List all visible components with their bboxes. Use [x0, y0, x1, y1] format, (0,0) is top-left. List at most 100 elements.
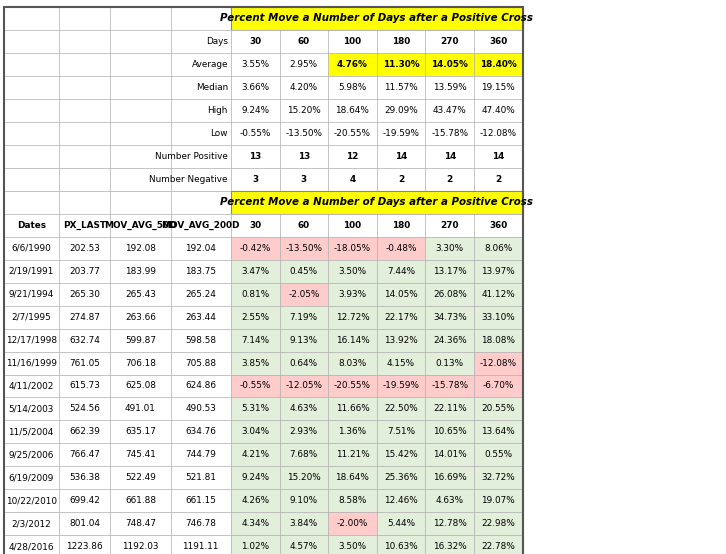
Bar — [474, 535, 523, 554]
Bar — [110, 191, 171, 213]
Text: 1192.03: 1192.03 — [122, 542, 159, 551]
Bar — [328, 329, 377, 351]
Text: 6/6/1990: 6/6/1990 — [12, 244, 51, 253]
Bar — [474, 329, 523, 351]
Text: 203.77: 203.77 — [69, 266, 100, 275]
Bar — [425, 443, 474, 466]
Bar — [231, 397, 280, 420]
Bar — [171, 512, 231, 535]
Bar — [474, 167, 523, 191]
Bar — [474, 237, 523, 259]
Text: 761.05: 761.05 — [69, 358, 100, 367]
Text: 180: 180 — [392, 37, 410, 45]
Text: 22.78%: 22.78% — [481, 542, 515, 551]
Bar — [231, 7, 523, 29]
Bar — [59, 489, 110, 512]
Bar — [4, 121, 59, 145]
Bar — [280, 512, 328, 535]
Text: 4.63%: 4.63% — [290, 404, 318, 413]
Bar — [328, 375, 377, 397]
Bar — [328, 420, 377, 443]
Bar — [4, 237, 59, 259]
Bar — [171, 121, 231, 145]
Bar — [425, 512, 474, 535]
Bar — [231, 145, 280, 167]
Text: 5.98%: 5.98% — [338, 83, 367, 91]
Bar — [328, 397, 377, 420]
Bar — [328, 283, 377, 305]
Bar — [59, 167, 110, 191]
Text: -6.70%: -6.70% — [483, 382, 514, 391]
Text: 18.08%: 18.08% — [481, 336, 515, 345]
Text: 11.57%: 11.57% — [384, 83, 418, 91]
Bar — [474, 420, 523, 443]
Bar — [171, 29, 231, 53]
Text: 360: 360 — [489, 37, 507, 45]
Text: Percent Move a Number of Days after a Positive Cross: Percent Move a Number of Days after a Po… — [220, 13, 534, 23]
Text: 13.59%: 13.59% — [433, 83, 467, 91]
Bar — [59, 397, 110, 420]
Bar — [231, 213, 280, 237]
Text: 24.36%: 24.36% — [433, 336, 467, 345]
Bar — [280, 99, 328, 121]
Bar — [59, 7, 110, 29]
Bar — [425, 121, 474, 145]
Bar — [4, 466, 59, 489]
Bar — [328, 237, 377, 259]
Text: 265.24: 265.24 — [185, 290, 216, 299]
Text: 18.40%: 18.40% — [480, 60, 517, 69]
Text: -12.08%: -12.08% — [480, 129, 517, 137]
Bar — [425, 145, 474, 167]
Bar — [474, 351, 523, 375]
Text: 490.53: 490.53 — [185, 404, 216, 413]
Bar — [59, 443, 110, 466]
Text: 9/21/1994: 9/21/1994 — [9, 290, 54, 299]
Text: 8.06%: 8.06% — [484, 244, 513, 253]
Bar — [171, 351, 231, 375]
Bar — [110, 259, 171, 283]
Bar — [171, 191, 231, 213]
Bar — [377, 213, 425, 237]
Text: PX_LAST: PX_LAST — [63, 220, 106, 229]
Bar — [4, 535, 59, 554]
Text: 1223.86: 1223.86 — [66, 542, 103, 551]
Bar — [474, 375, 523, 397]
Text: 26.08%: 26.08% — [433, 290, 467, 299]
Text: 30: 30 — [249, 37, 261, 45]
Bar — [377, 167, 425, 191]
Text: 13.64%: 13.64% — [481, 428, 515, 437]
Bar — [280, 75, 328, 99]
Text: 192.08: 192.08 — [125, 244, 156, 253]
Bar — [231, 191, 523, 213]
Text: 263.44: 263.44 — [185, 312, 216, 321]
Text: 12.78%: 12.78% — [433, 520, 467, 529]
Bar — [231, 259, 280, 283]
Text: 13: 13 — [298, 152, 310, 161]
Bar — [110, 167, 171, 191]
Bar — [425, 305, 474, 329]
Bar — [425, 329, 474, 351]
Bar — [328, 121, 377, 145]
Bar — [171, 397, 231, 420]
Bar — [59, 259, 110, 283]
Bar — [377, 329, 425, 351]
Bar — [231, 466, 280, 489]
Bar — [171, 443, 231, 466]
Text: 270: 270 — [441, 220, 459, 229]
Bar — [110, 75, 171, 99]
Text: 20.55%: 20.55% — [481, 404, 515, 413]
Bar — [377, 512, 425, 535]
Bar — [377, 237, 425, 259]
Bar — [425, 351, 474, 375]
Bar — [328, 53, 377, 75]
Bar — [425, 466, 474, 489]
Bar — [231, 305, 280, 329]
Text: 265.43: 265.43 — [125, 290, 156, 299]
Bar — [4, 259, 59, 283]
Bar — [171, 167, 231, 191]
Text: -0.55%: -0.55% — [240, 129, 271, 137]
Text: 14: 14 — [492, 152, 505, 161]
Bar — [474, 283, 523, 305]
Bar — [4, 420, 59, 443]
Text: 22.17%: 22.17% — [384, 312, 418, 321]
